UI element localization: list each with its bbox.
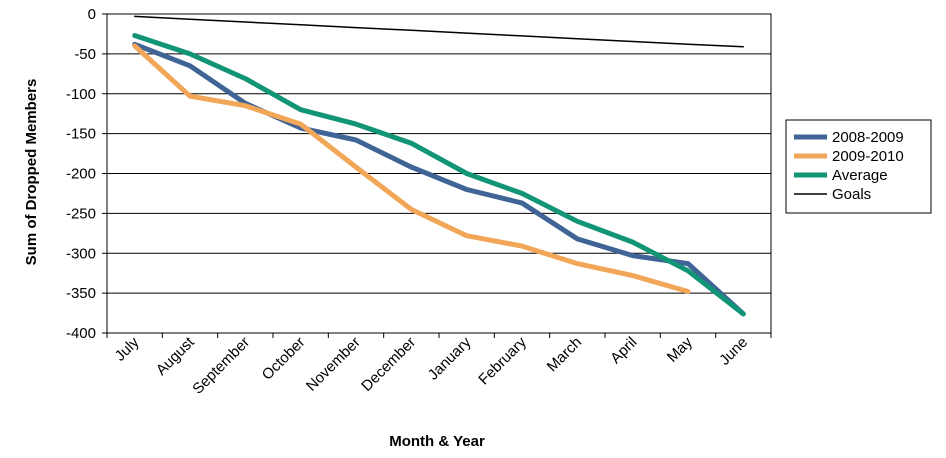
x-tick-label: November — [303, 334, 364, 395]
y-tick-label: -50 — [74, 46, 96, 63]
series-line-2008-2009 — [132, 41, 746, 317]
y-tick-label: -300 — [66, 245, 96, 262]
legend: 2008-2009 2009-2010 Average Goals — [785, 119, 932, 214]
legend-label: 2009-2010 — [832, 148, 904, 165]
y-tick-label: -100 — [66, 86, 96, 103]
y-tick-label: -400 — [66, 325, 96, 342]
y-tick-label: -250 — [66, 205, 96, 222]
series-line-average — [132, 33, 746, 317]
x-tick-label: June — [716, 334, 751, 369]
x-tick-label: May — [664, 333, 696, 365]
series-lines — [132, 15, 746, 317]
x-tick-label: July — [112, 333, 143, 364]
x-tick-label: March — [544, 334, 585, 375]
x-tick-label: February — [475, 333, 530, 388]
x-tick-label: August — [153, 333, 199, 379]
legend-label: Goals — [832, 186, 871, 203]
legend-label: 2008-2009 — [832, 129, 904, 146]
y-tick-label: 0 — [88, 6, 96, 23]
y-axis-title: Sum of Dropped Members — [23, 79, 40, 266]
x-tick-label: October — [259, 334, 309, 384]
x-tick-label: September — [189, 334, 253, 398]
y-tick-label: -350 — [66, 285, 96, 302]
x-tick-label: January — [425, 333, 475, 383]
x-axis-title: Month & Year — [389, 433, 485, 450]
gridlines — [107, 53, 771, 294]
series-line-2009-2010 — [132, 43, 691, 294]
y-axis-ticks: 0 -50 -100 -150 -200 -250 -300 -350 -400 — [66, 6, 107, 342]
y-tick-label: -200 — [66, 166, 96, 183]
x-tick-label: December — [358, 334, 419, 395]
legend-label: Average — [832, 167, 888, 184]
y-tick-label: -150 — [66, 126, 96, 143]
series-line-goals — [133, 15, 745, 48]
x-tick-label: April — [607, 334, 640, 367]
